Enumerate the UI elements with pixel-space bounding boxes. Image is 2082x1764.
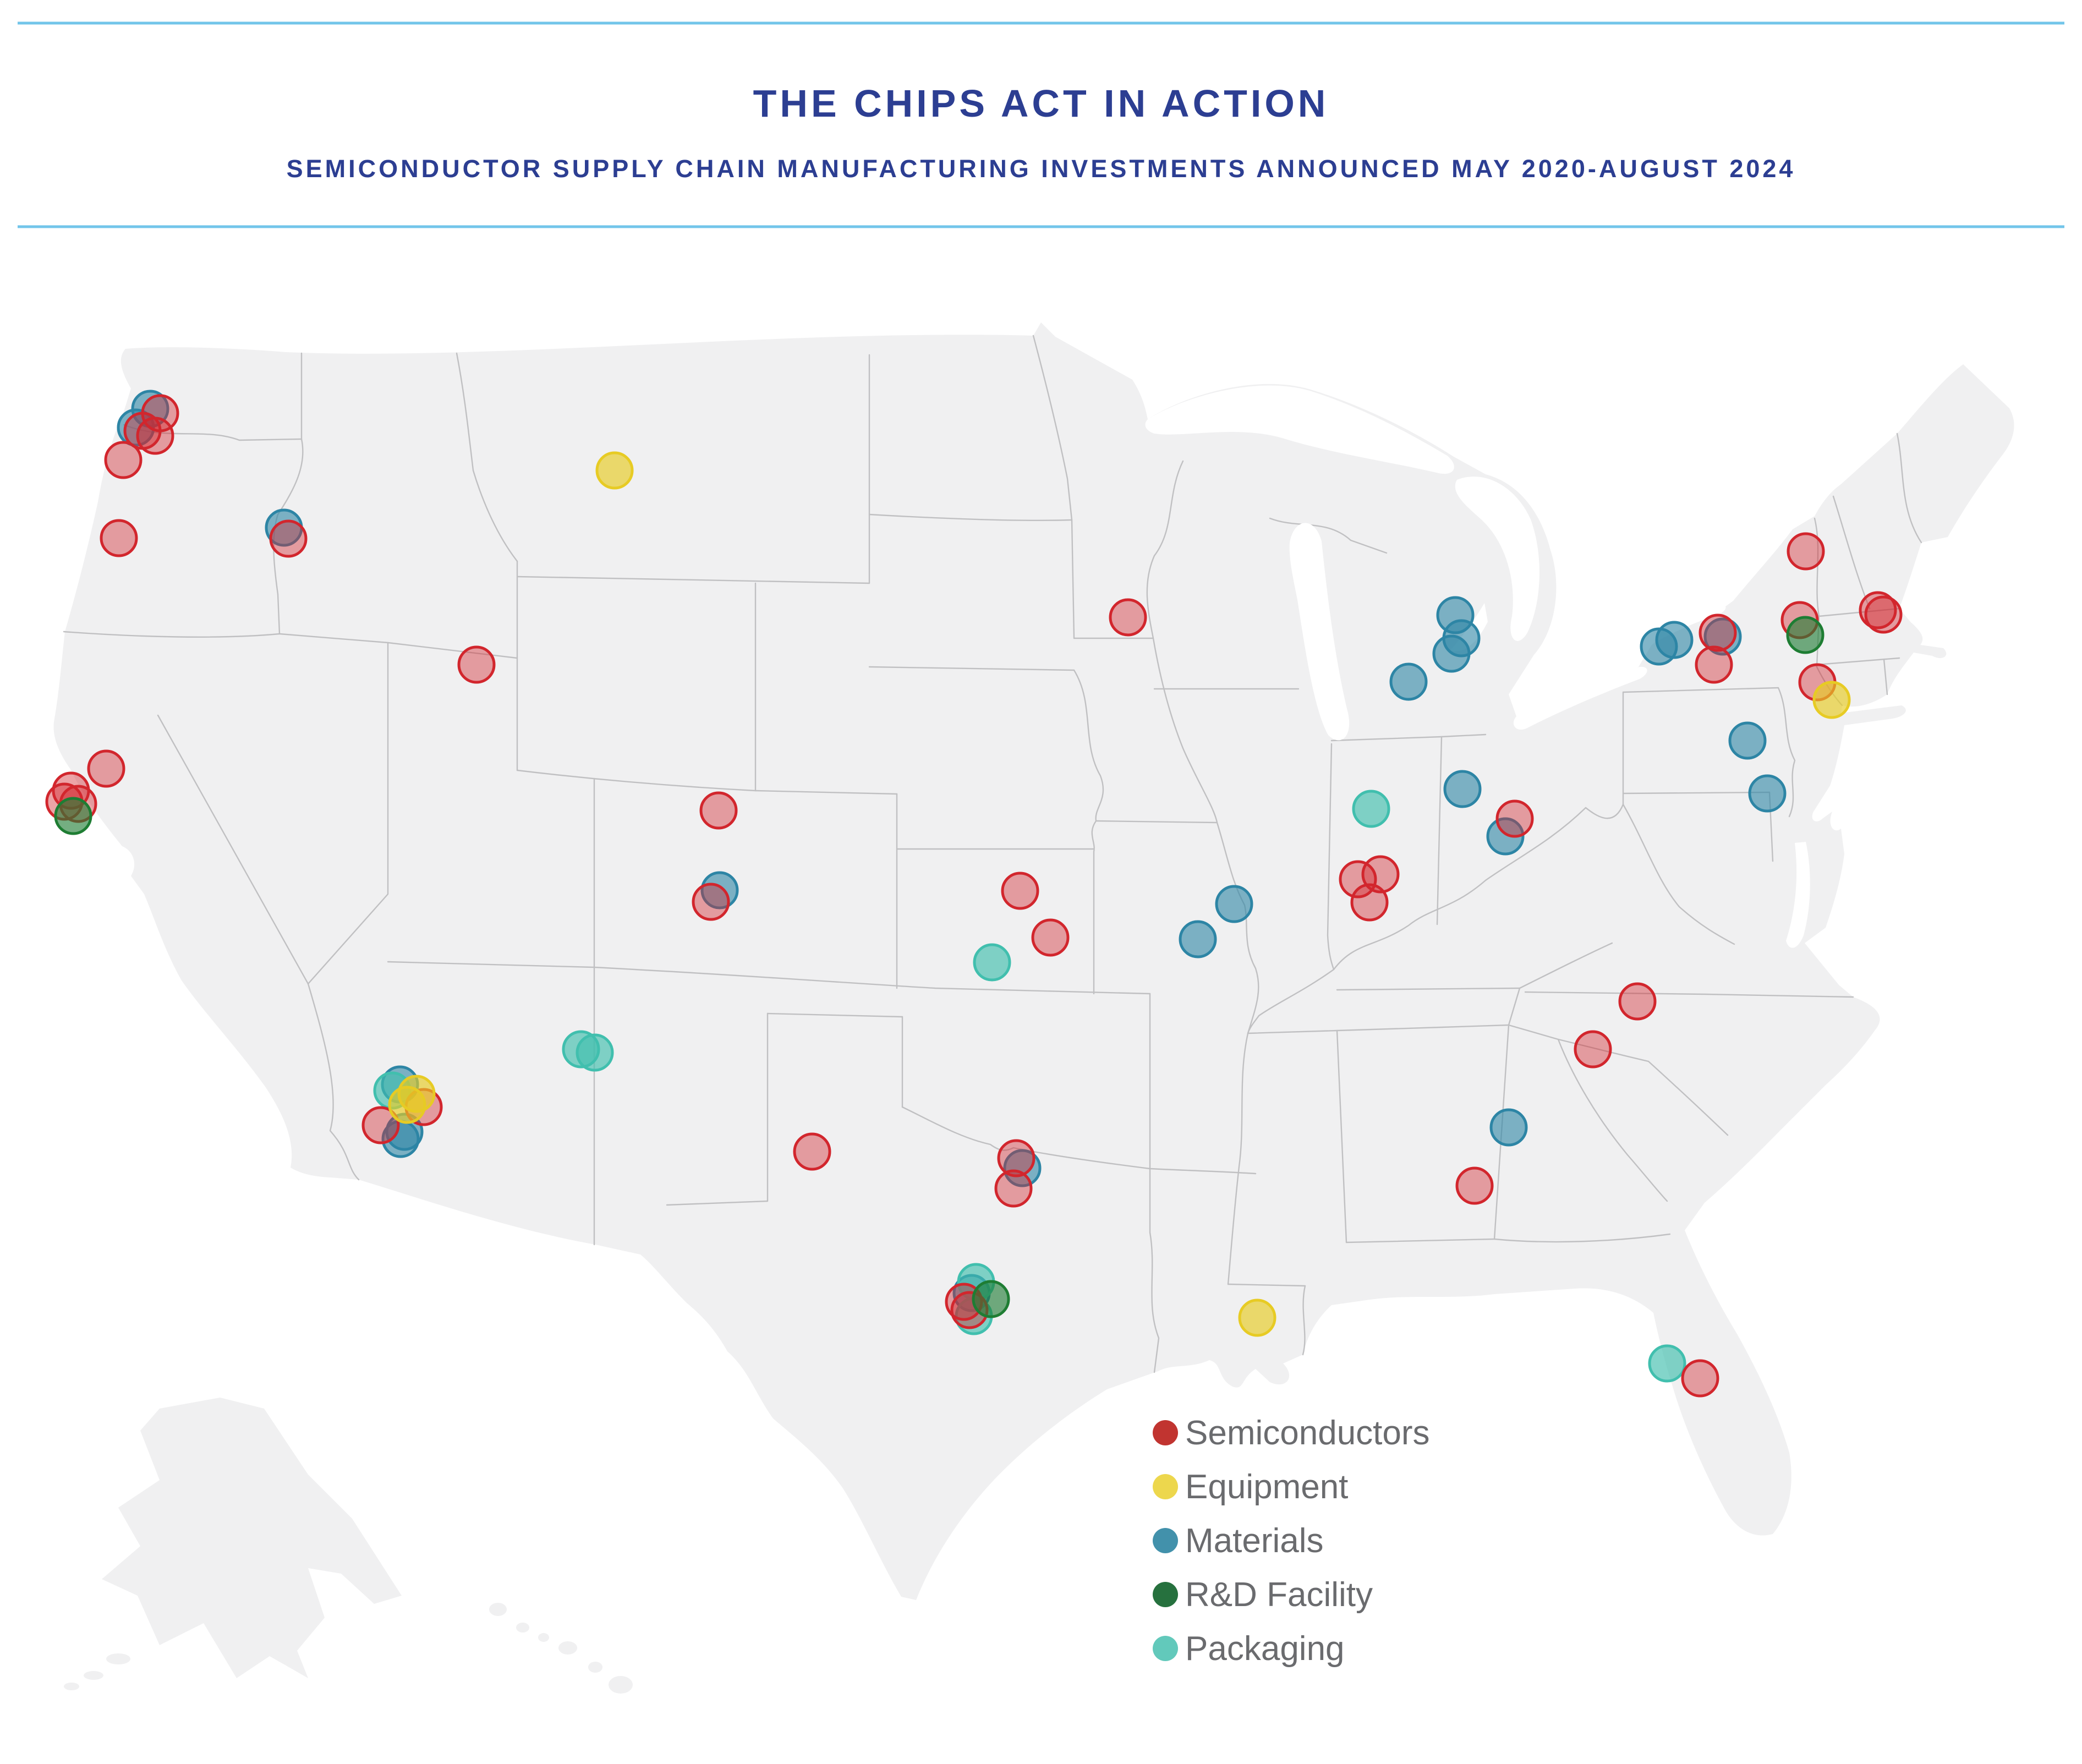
- alaska-landmass: [102, 1398, 402, 1678]
- great-lakes: [1145, 385, 1810, 948]
- lake-superior: [1145, 385, 1454, 474]
- dot-materials[interactable]: [1389, 662, 1428, 701]
- hawaii-islands: [489, 1603, 633, 1694]
- legend-label-rnd-facility: R&D Facility: [1185, 1576, 1373, 1614]
- dot-semiconductors[interactable]: [1495, 799, 1534, 838]
- dot-semiconductors[interactable]: [1361, 855, 1400, 894]
- dot-equipment[interactable]: [1238, 1299, 1276, 1337]
- dot-semiconductors[interactable]: [1681, 1359, 1719, 1398]
- dot-semiconductors[interactable]: [1864, 595, 1903, 634]
- dot-packaging[interactable]: [1352, 790, 1390, 828]
- dot-semiconductors[interactable]: [1001, 872, 1039, 910]
- us-map: [53, 322, 2014, 1694]
- legend-marker-equipment: [1153, 1474, 1178, 1499]
- legend-label-equipment: Equipment: [1185, 1468, 1348, 1506]
- dot-materials[interactable]: [1728, 721, 1767, 760]
- dot-materials[interactable]: [1748, 774, 1787, 813]
- legend-label-semiconductors: Semiconductors: [1185, 1414, 1430, 1452]
- dot-semiconductors[interactable]: [87, 749, 125, 788]
- dot-equipment[interactable]: [1812, 681, 1851, 719]
- lake-erie: [1513, 666, 1647, 730]
- page-title: THE CHIPS ACT IN ACTION: [753, 82, 1329, 125]
- dot-semiconductors[interactable]: [699, 791, 738, 830]
- dot-semiconductors[interactable]: [1350, 883, 1389, 922]
- legend-marker-packaging: [1153, 1636, 1178, 1661]
- legend-row-rnd-facility: R&D Facility: [1153, 1576, 1373, 1614]
- dot-materials[interactable]: [1179, 920, 1217, 958]
- dot-semiconductors[interactable]: [994, 1169, 1033, 1208]
- dot-packaging[interactable]: [973, 943, 1011, 982]
- dot-semiconductors[interactable]: [1031, 918, 1070, 957]
- dot-semiconductors[interactable]: [692, 883, 730, 921]
- investment-dots-layer: [45, 390, 1903, 1398]
- dot-rnd-facility[interactable]: [972, 1280, 1010, 1318]
- dot-semiconductors[interactable]: [457, 645, 496, 684]
- legend-row-equipment: Equipment: [1153, 1468, 1348, 1506]
- legend-marker-semiconductors: [1153, 1420, 1178, 1445]
- dot-semiconductors[interactable]: [100, 519, 138, 557]
- chesapeake-bay: [1786, 842, 1810, 948]
- dot-semiconductors[interactable]: [793, 1132, 831, 1171]
- page-subtitle: SEMICONDUCTOR SUPPLY CHAIN MANUFACTURING…: [287, 155, 1796, 183]
- legend-row-materials: Materials: [1153, 1522, 1324, 1560]
- dot-semiconductors[interactable]: [1695, 645, 1733, 684]
- dot-semiconductors[interactable]: [269, 519, 308, 558]
- dot-materials[interactable]: [1443, 770, 1482, 808]
- dot-materials[interactable]: [1489, 1108, 1528, 1147]
- dot-materials[interactable]: [1486, 817, 1525, 856]
- dot-packaging[interactable]: [576, 1033, 614, 1072]
- legend-row-packaging: Packaging: [1153, 1630, 1345, 1668]
- lower-48-landmass: [53, 322, 2014, 1600]
- legend: Semiconductors Equipment Materials R&D Faci…: [1153, 1414, 1430, 1668]
- legend-marker-rnd-facility: [1153, 1582, 1178, 1607]
- legend-row-semiconductors: Semiconductors: [1153, 1414, 1430, 1452]
- dot-semiconductors[interactable]: [1109, 598, 1147, 637]
- legend-label-materials: Materials: [1185, 1522, 1324, 1560]
- dot-semiconductors[interactable]: [1455, 1166, 1494, 1205]
- dot-semiconductors[interactable]: [104, 441, 143, 479]
- dot-materials[interactable]: [1655, 621, 1694, 659]
- aleutian-islands: [64, 1653, 130, 1690]
- lake-michigan: [1289, 523, 1350, 741]
- dot-semiconductors[interactable]: [997, 1139, 1035, 1177]
- dot-packaging[interactable]: [1648, 1344, 1686, 1383]
- legend-marker-materials: [1153, 1528, 1178, 1553]
- dot-semiconductors[interactable]: [1618, 982, 1657, 1021]
- dot-equipment[interactable]: [388, 1086, 426, 1124]
- dot-semiconductors[interactable]: [1859, 591, 1897, 629]
- dot-rnd-facility[interactable]: [54, 797, 92, 835]
- dot-materials[interactable]: [1432, 634, 1471, 673]
- legend-label-packaging: Packaging: [1185, 1630, 1345, 1668]
- dot-semiconductors[interactable]: [136, 417, 174, 455]
- dot-equipment[interactable]: [595, 451, 634, 490]
- dot-semiconductors[interactable]: [1339, 860, 1377, 899]
- lake-huron: [1455, 476, 1539, 641]
- dot-semiconductors[interactable]: [1787, 532, 1825, 571]
- dot-rnd-facility[interactable]: [1786, 616, 1825, 654]
- dot-semiconductors[interactable]: [1574, 1030, 1612, 1069]
- dot-semiconductors[interactable]: [361, 1106, 400, 1144]
- dot-materials[interactable]: [1215, 885, 1253, 923]
- dot-semiconductors[interactable]: [1699, 613, 1737, 652]
